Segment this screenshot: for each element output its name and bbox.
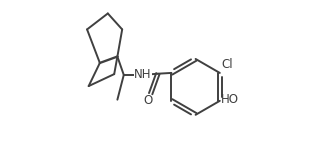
Text: NH: NH (134, 68, 152, 81)
Text: Cl: Cl (221, 58, 233, 71)
Text: HO: HO (221, 93, 239, 106)
Text: O: O (143, 94, 152, 107)
